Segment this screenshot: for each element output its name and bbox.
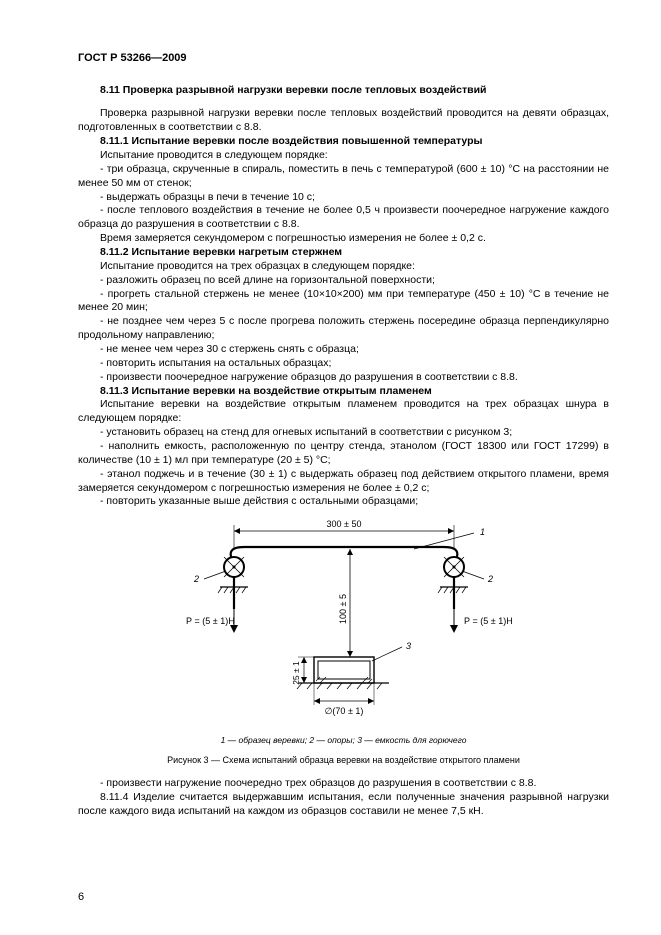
figure-3-svg: 300 ± 50 1 2 [164, 519, 524, 724]
svg-text:1: 1 [480, 527, 485, 537]
svg-text:Р = (5 ± 1)Н: Р = (5 ± 1)Н [186, 616, 235, 626]
page: ГОСТ Р 53266—2009 8.11 Проверка разрывно… [0, 0, 661, 935]
standard-header: ГОСТ Р 53266—2009 [78, 51, 609, 66]
paragraph: 8.11.4 Изделие считается выдержавшим исп… [78, 791, 609, 819]
figure-3: 300 ± 50 1 2 [164, 519, 524, 729]
list-item: - прогреть стальной стержень не менее (1… [78, 288, 609, 316]
list-item: - этанол поджечь и в течение (30 ± 1) с … [78, 468, 609, 496]
svg-text:Р = (5 ± 1)Н: Р = (5 ± 1)Н [464, 616, 513, 626]
figure-caption: Рисунок 3 — Схема испытаний образца вере… [78, 755, 609, 767]
svg-text:2: 2 [193, 574, 199, 584]
paragraph: Испытание проводится в следующем порядке… [78, 149, 609, 163]
list-item: - наполнить емкость, расположенную по це… [78, 440, 609, 468]
svg-text:3: 3 [406, 641, 411, 651]
svg-text:25 ± 1: 25 ± 1 [291, 661, 301, 685]
section-8-11-2-title: 8.11.2 Испытание веревки нагретым стержн… [78, 246, 609, 260]
paragraph: Время замеряется секундомером с погрешно… [78, 232, 609, 246]
list-item: - повторить испытания на остальных образ… [78, 357, 609, 371]
paragraph: Испытание проводится на трех образцах в … [78, 260, 609, 274]
svg-text:300 ± 50: 300 ± 50 [326, 519, 361, 529]
list-item: - произвести нагружение поочередно трех … [78, 777, 609, 791]
list-item: - выдержать образцы в печи в течение 10 … [78, 191, 609, 205]
list-item: - не позднее чем через 5 с после прогрев… [78, 315, 609, 343]
list-item: - установить образец на стенд для огневы… [78, 426, 609, 440]
list-item: - три образца, скрученные в спираль, пом… [78, 163, 609, 191]
svg-text:∅(70 ± 1): ∅(70 ± 1) [324, 706, 363, 716]
page-number: 6 [78, 890, 84, 905]
section-8-11-1-title: 8.11.1 Испытание веревки после воздейств… [78, 135, 609, 149]
svg-text:100 ± 5: 100 ± 5 [338, 594, 348, 624]
paragraph: Проверка разрывной нагрузки веревки посл… [78, 107, 609, 135]
list-item: - повторить указанные выше действия с ос… [78, 495, 609, 509]
svg-text:2: 2 [487, 574, 493, 584]
list-item: - после теплового воздействия в течение … [78, 204, 609, 232]
list-item: - разложить образец по всей длине на гор… [78, 274, 609, 288]
list-item: - произвести поочередное нагружение обра… [78, 371, 609, 385]
figure-legend: 1 — образец веревки; 2 — опоры; 3 — емко… [78, 735, 609, 746]
section-8-11-3-title: 8.11.3 Испытание веревки на воздействие … [78, 385, 609, 399]
section-8-11-title: 8.11 Проверка разрывной нагрузки веревки… [78, 84, 609, 98]
paragraph: Испытание веревки на воздействие открыты… [78, 398, 609, 426]
list-item: - не менее чем через 30 с стержень снять… [78, 343, 609, 357]
